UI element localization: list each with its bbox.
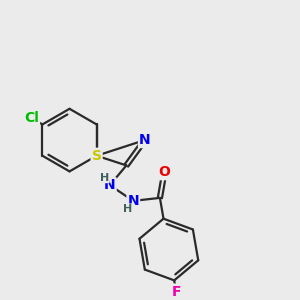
Text: F: F — [171, 284, 181, 298]
Text: N: N — [139, 133, 151, 147]
Text: H: H — [100, 173, 109, 183]
Text: N: N — [128, 194, 139, 208]
Text: S: S — [92, 149, 102, 163]
Text: H: H — [123, 204, 133, 214]
Text: O: O — [158, 165, 170, 179]
Text: N: N — [104, 178, 116, 192]
Text: Cl: Cl — [24, 111, 39, 125]
